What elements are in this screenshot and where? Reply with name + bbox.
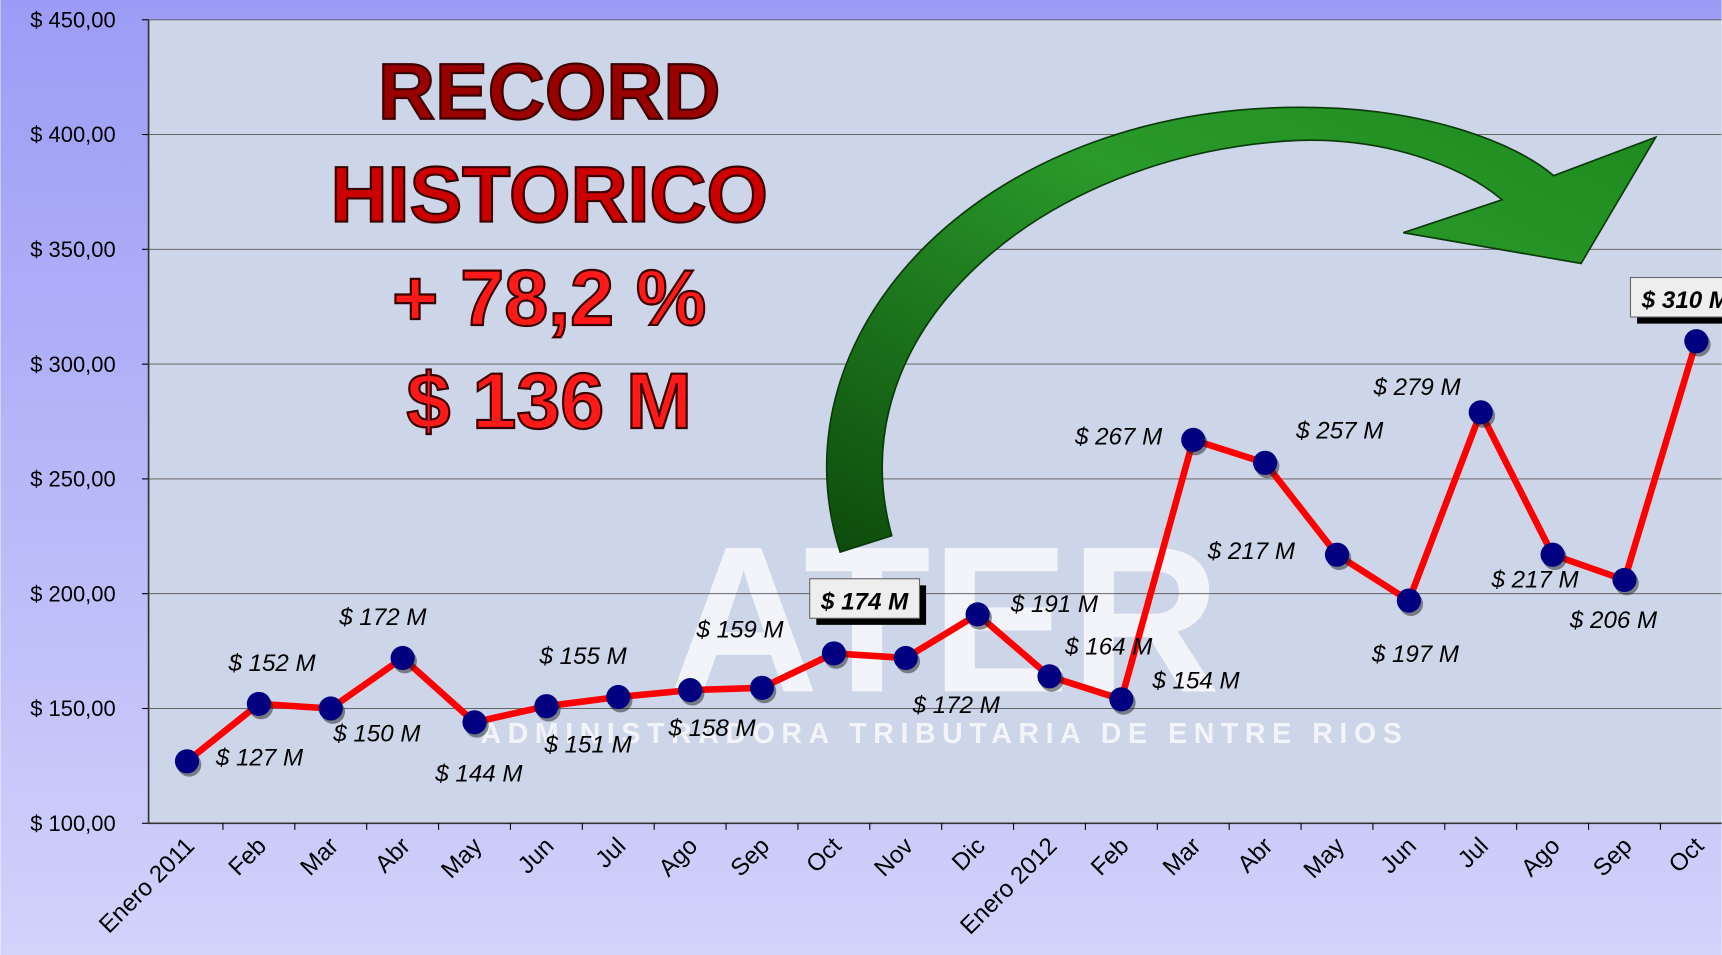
- marker: [678, 678, 703, 703]
- data-label: $ 159 M: [695, 616, 784, 643]
- marker: [1324, 542, 1350, 567]
- marker: [318, 696, 343, 721]
- marker: [246, 691, 271, 716]
- marker: [821, 641, 846, 666]
- data-label: $ 164 M: [1064, 633, 1153, 660]
- data-label: $ 217 M: [1207, 538, 1296, 565]
- marker: [1540, 542, 1565, 567]
- annotation: HISTORICO: [330, 150, 768, 239]
- marker: [534, 694, 559, 719]
- data-label: $ 206 M: [1569, 607, 1658, 634]
- data-label: $ 172 M: [912, 692, 1001, 719]
- data-label: $ 144 M: [434, 761, 523, 788]
- y-tick-label: $ 100,00: [30, 811, 115, 836]
- annotation: + 78,2 %: [392, 253, 706, 342]
- y-tick-label: $ 200,00: [30, 581, 115, 606]
- data-label: $ 279 M: [1372, 374, 1461, 401]
- marker: [174, 749, 200, 774]
- annotation: RECORD: [378, 47, 720, 136]
- marker: [965, 602, 990, 627]
- y-tick-label: $ 350,00: [30, 237, 115, 262]
- marker: [390, 645, 415, 671]
- data-label: $ 151 M: [544, 731, 633, 758]
- y-tick-label: $ 300,00: [30, 352, 115, 377]
- marker: [1037, 664, 1062, 689]
- data-label: $ 257 M: [1295, 418, 1384, 445]
- data-label: $ 197 M: [1371, 641, 1460, 668]
- marker: [1396, 588, 1421, 613]
- data-label: $ 172 M: [338, 604, 427, 631]
- y-tick-label: $ 150,00: [30, 696, 115, 721]
- data-label: $ 155 M: [539, 643, 628, 670]
- marker: [1612, 567, 1637, 592]
- marker: [893, 645, 918, 671]
- marker: [1181, 427, 1206, 452]
- data-label: $ 174 M: [820, 588, 909, 615]
- data-label: $ 152 M: [227, 650, 316, 677]
- marker: [749, 675, 775, 700]
- data-label: $ 154 M: [1151, 667, 1240, 694]
- marker: [1684, 329, 1709, 354]
- data-label: $ 267 M: [1074, 423, 1163, 450]
- label-box: [809, 578, 921, 619]
- data-label: $ 217 M: [1490, 567, 1579, 594]
- data-label: $ 191 M: [1010, 591, 1099, 618]
- data-label: $ 310 M: [1641, 287, 1722, 314]
- marker: [606, 684, 631, 710]
- watermark-text: ADMINISTRADORA TRIBUTARIA DE ENTRE RIOS: [480, 718, 1408, 750]
- data-label: $ 127 M: [215, 745, 304, 772]
- label-box: [1629, 276, 1722, 318]
- line: [184, 340, 1700, 764]
- marker: [1109, 687, 1134, 712]
- marker: [1253, 450, 1278, 475]
- annotation: $ 136 M: [406, 356, 692, 445]
- data-label: $ 150 M: [332, 720, 421, 747]
- marker: [462, 710, 487, 735]
- y-tick-label: $ 400,00: [30, 122, 115, 147]
- y-tick-label: $ 450,00: [30, 7, 115, 32]
- arrow: [825, 106, 1658, 554]
- marker: [1468, 400, 1493, 425]
- y-tick-label: $ 250,00: [30, 467, 115, 492]
- data-label: $ 158 M: [667, 715, 756, 742]
